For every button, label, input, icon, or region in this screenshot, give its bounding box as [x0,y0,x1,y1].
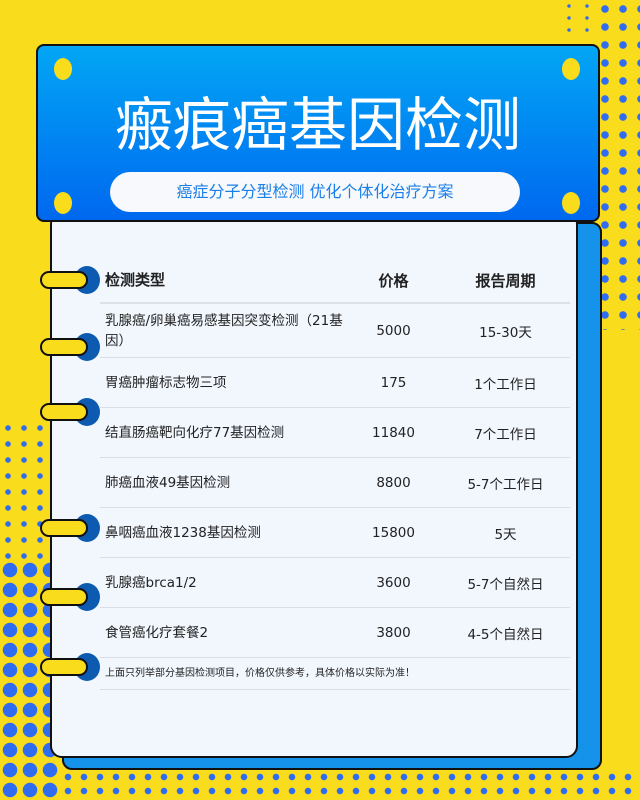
cell-type: 乳腺癌/卵巢癌易感基因突变检测（21基因） [105,312,343,349]
table-row: 结直肠癌靶向化疗77基因检测 11840 7个工作日 [100,408,570,458]
pin-dot-icon [54,58,72,80]
column-header-type: 检测类型 [105,271,166,289]
pin-dot-icon [562,58,580,80]
page-title: 瘢痕癌基因检测 [114,91,521,159]
pin-dot-icon [562,192,580,214]
binder-ring-icon [40,266,100,294]
cell-period: 1个工作日 [474,376,537,393]
decorative-dots [0,420,50,560]
column-header-price: 价格 [378,271,409,290]
cell-period: 15-30天 [479,324,532,341]
cell-type: 乳腺癌brca1/2 [105,574,197,591]
subtitle-pill: 癌症分子分型检测 优化个体化治疗方案 [110,172,520,212]
table-row: 肺癌血液49基因检测 8800 5-7个工作日 [100,458,570,508]
binder-ring-icon [40,583,100,611]
binder-ring-icon [40,514,100,542]
cell-price: 3600 [376,574,411,591]
cell-type: 胃癌肿瘤标志物三项 [105,374,227,391]
cell-price: 175 [380,374,407,391]
cell-period: 5-7个自然日 [467,576,544,593]
decorative-dots [60,770,640,800]
decorative-dots [560,0,600,40]
table-header-row: 检测类型 价格 报告周期 [100,258,570,304]
price-table: 检测类型 价格 报告周期 乳腺癌/卵巢癌易感基因突变检测（21基因） 5000 15… [100,258,570,690]
cell-price: 11840 [372,424,415,441]
table-row: 鼻咽癌血液1238基因检测 15800 5天 [100,508,570,558]
cell-type: 食管癌化疗套餐2 [105,624,209,641]
cell-period: 7个工作日 [474,426,537,443]
cell-type: 结直肠癌靶向化疗77基因检测 [105,424,285,441]
cell-price: 8800 [376,474,411,491]
cell-type: 肺癌血液49基因检测 [105,474,231,491]
binder-ring-icon [40,653,100,681]
binder-ring-icon [40,333,100,361]
cell-price: 5000 [376,322,411,339]
table-row: 食管癌化疗套餐2 3800 4-5个自然日 [100,608,570,658]
cell-price: 15800 [372,524,415,541]
header-banner: 瘢痕癌基因检测 癌症分子分型检测 优化个体化治疗方案 [36,44,600,222]
cell-period: 5-7个工作日 [467,476,544,493]
table-row: 胃癌肿瘤标志物三项 175 1个工作日 [100,358,570,408]
cell-period: 5天 [494,526,517,543]
table-row: 乳腺癌/卵巢癌易感基因突变检测（21基因） 5000 15-30天 [100,304,570,358]
disclaimer-note: 上面只列举部分基因检测项目，价格仅供参考，具体价格以实际为准！ [100,658,570,690]
cell-period: 4-5个自然日 [467,626,544,643]
column-header-period: 报告周期 [475,271,536,290]
cell-price: 3800 [376,624,411,641]
table-row: 乳腺癌brca1/2 3600 5-7个自然日 [100,558,570,608]
pin-dot-icon [54,192,72,214]
cell-type: 鼻咽癌血液1238基因检测 [105,524,261,541]
decorative-dots [596,0,640,330]
binder-ring-icon [40,398,100,426]
